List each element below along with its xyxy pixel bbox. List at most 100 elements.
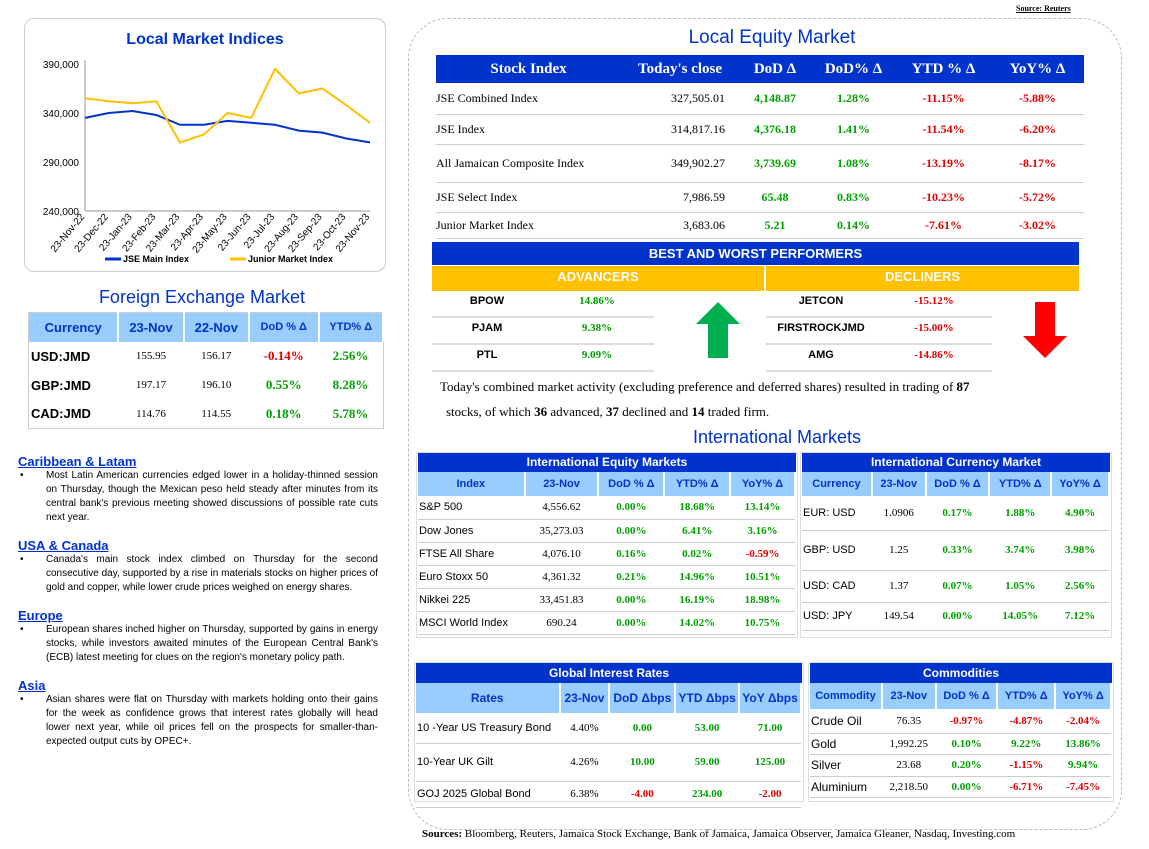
intl-header-cell: 23-Nov (524, 472, 600, 496)
equity-row: JSE Select Index 7,986.59 65.48 0.83% -10.23… (436, 182, 1084, 213)
intl-cell: Silver (810, 754, 882, 777)
intl-header-cell: 23-Nov (871, 472, 927, 496)
rates-table: Rates 23-Nov DoD Δbps YTD Δbps YoY Δbps 10 -Y… (416, 683, 802, 808)
main-frame (408, 18, 1122, 830)
intl-cell: 53.00 (675, 713, 740, 744)
intl-cell: -7.45% (1055, 776, 1111, 798)
performer-row: FIRSTROCKJMD -15.00% (766, 318, 992, 345)
intl-currency-title: International Currency Market (802, 453, 1110, 472)
advancers-header: ADVANCERS (432, 266, 764, 291)
intl-row: 10 -Year US Treasury Bond 4.40% 0.00 53.00 7… (416, 713, 801, 744)
intl-cell: Aluminium (810, 776, 882, 798)
equity-cell: 65.48 (739, 182, 811, 213)
intl-header-cell: 23-Nov (559, 683, 611, 713)
intl-cell: 10.51% (730, 565, 795, 589)
intl-cell: 71.00 (739, 713, 801, 744)
legend-label: Junior Market Index (248, 254, 333, 264)
intl-cell: 1.05% (989, 570, 1052, 603)
intl-currency-table: Currency 23-Nov DoD % Δ YTD% Δ YoY% Δ EUR: US… (802, 472, 1110, 631)
intl-cell: 0.33% (925, 530, 990, 571)
series-line-jse-main (84, 110, 371, 144)
fx-header-cell: Currency (28, 312, 120, 342)
intl-cell: 3.16% (730, 519, 795, 543)
intl-cell: 1.25 (871, 530, 926, 571)
rates-title: Global Interest Rates (416, 663, 802, 683)
equity-cell: 5.21 (739, 212, 811, 239)
equity-cell: -8.17% (991, 144, 1084, 183)
intl-header-cell: DoD % Δ (598, 472, 666, 496)
market-summary: Today's combined market activity (exclud… (440, 379, 970, 419)
equity-cell: JSE Combined Index (436, 83, 621, 115)
performer-ticker: AMG (808, 349, 834, 361)
commodities-box (808, 662, 1114, 802)
fx-cell: 114.55 (201, 407, 232, 420)
intl-cell: 3.98% (1051, 530, 1109, 571)
news-heading: USA & Canada (18, 538, 109, 553)
intl-header-row: Commodity 23-Nov DoD % Δ YTD% Δ YoY% Δ (810, 683, 1112, 709)
fx-cell: 0.18% (265, 405, 302, 421)
intl-cell: 125.00 (739, 743, 801, 782)
equity-cell: 327,505.01 (621, 83, 739, 115)
intl-row: GOJ 2025 Global Bond 6.38% -4.00 234.00 -2.0… (416, 781, 801, 808)
fx-cell: CAD:JMD (31, 406, 91, 422)
intl-cell: 4,076.10 (524, 542, 599, 566)
fx-cell: 2.56% (332, 348, 369, 363)
intl-row: Nikkei 225 33,451.83 0.00% 16.19% 18.98% (418, 588, 795, 612)
decliners-header: DECLINERS (766, 266, 1079, 291)
intl-cell: Dow Jones (418, 519, 525, 543)
intl-header-cell: YTD% Δ (989, 472, 1053, 496)
performer-change: -15.12% (914, 295, 954, 307)
commodities-table: Commodity 23-Nov DoD % Δ YTD% Δ YoY% Δ Crude … (810, 683, 1112, 798)
intl-row: EUR: USD 1.0906 0.17% 1.88% 4.90% (802, 496, 1109, 531)
intl-title: International Markets (692, 427, 862, 447)
intl-header-row: Currency 23-Nov DoD % Δ YTD% Δ YoY% Δ (802, 472, 1110, 496)
equity-header-cell: DoD Δ (739, 55, 811, 83)
intl-cell: 14.96% (664, 565, 731, 589)
equity-cell: JSE Index (436, 114, 621, 145)
chart-panel: Local Market Indices 240,000 290,000 340,0… (24, 18, 386, 272)
equity-row: JSE Combined Index 327,505.01 4,148.87 1.28… (436, 83, 1084, 115)
fx-row: USD:JMD 155.95 156.17 -0.14% 2.56% (29, 342, 384, 371)
intl-header-cell: Currency (802, 472, 873, 496)
intl-cell: 10.75% (730, 611, 795, 635)
intl-header-cell: Commodity (810, 683, 883, 709)
equity-cell: -5.88% (991, 83, 1084, 115)
intl-cell: 3.74% (989, 530, 1052, 571)
intl-cell: 0.07% (925, 570, 990, 603)
y-tick-label: 240,000 (43, 207, 80, 218)
intl-cell: 1.0906 (871, 496, 926, 531)
fx-cell: 8.28% (332, 377, 369, 392)
equity-cell: 0.83% (811, 182, 896, 213)
intl-cell: 2.56% (1051, 570, 1109, 603)
intl-cell: 1,992.25 (881, 733, 936, 755)
intl-cell: 0.10% (935, 733, 998, 755)
y-tick-label: 390,000 (43, 60, 80, 71)
equity-cell: -5.72% (991, 182, 1084, 213)
intl-cell: 18.98% (730, 588, 795, 612)
equity-cell: -6.20% (991, 114, 1084, 145)
performer-change: 14.86% (579, 295, 615, 307)
news-section: Caribbean & LatamMost Latin American cur… (18, 454, 378, 749)
intl-row: Silver 23.68 0.20% -1.15% 9.94% (810, 754, 1111, 777)
intl-cell: 0.00% (935, 776, 998, 798)
performer-ticker: FIRSTROCKJMD (777, 322, 865, 334)
intl-cell: -0.97% (935, 709, 998, 734)
performers-title: BEST AND WORST PERFORMERS (432, 242, 1079, 265)
intl-cell: USD: JPY (802, 602, 872, 631)
news-heading: Caribbean & Latam (18, 454, 137, 469)
performer-row: AMG -14.86% (766, 345, 992, 372)
fx-cell: 196.10 (201, 379, 232, 391)
intl-header-row: Index 23-Nov DoD % Δ YTD% Δ YoY% Δ (418, 472, 796, 496)
intl-cell: EUR: USD (802, 496, 872, 531)
intl-cell: 0.02% (664, 542, 731, 566)
intl-cell: -1.15% (997, 754, 1056, 777)
news-item: Asian shares were flat on Thursday with … (18, 693, 378, 749)
intl-row: S&P 500 4,556.62 0.00% 18.68% 13.14% (418, 496, 795, 520)
performer-change: -14.86% (914, 349, 954, 361)
intl-header-cell: YTD Δbps (675, 683, 741, 713)
source-note: Source: Reuters (1016, 4, 1071, 13)
fx-cell: -0.14% (263, 348, 304, 363)
intl-header-cell: YoY% Δ (1051, 472, 1110, 496)
intl-cell: -2.00 (739, 781, 801, 808)
equity-cell: 1.08% (811, 144, 896, 183)
